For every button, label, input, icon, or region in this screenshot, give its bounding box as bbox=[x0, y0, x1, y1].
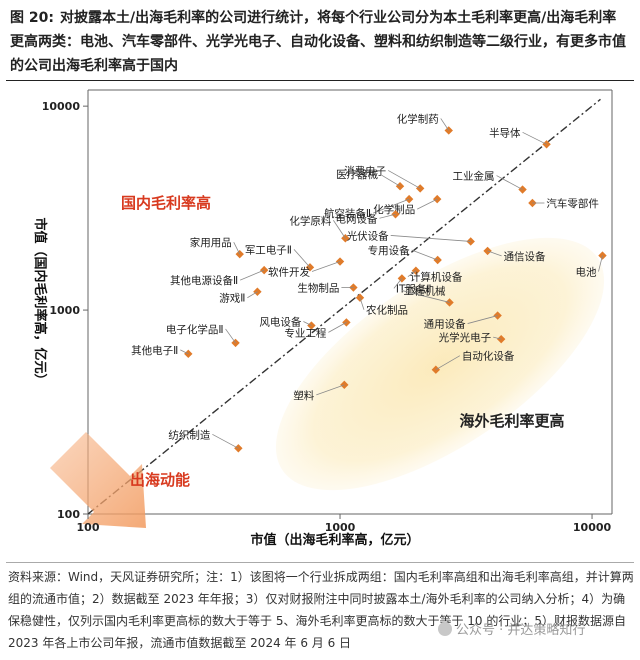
diagonal-reference-line bbox=[87, 98, 601, 515]
point-label: 电池 bbox=[575, 266, 596, 279]
point-leader-line bbox=[225, 328, 236, 344]
point-leader-line bbox=[401, 290, 450, 303]
source-notes: 资料来源：Wind，天风证券研究所；注：1）该图将一个行业拆成两组：国内毛利率高… bbox=[8, 570, 634, 650]
point-label: 风电设备 bbox=[259, 316, 301, 329]
point-label: IT服务Ⅱ bbox=[396, 282, 432, 295]
point-label: 游戏Ⅱ bbox=[219, 292, 245, 305]
data-point bbox=[445, 298, 454, 307]
point-label: 通信设备 bbox=[504, 250, 546, 263]
point-label: 农化制品 bbox=[366, 304, 408, 317]
point-leader-line bbox=[372, 198, 410, 214]
point-label: 消费电子 bbox=[344, 164, 386, 177]
point-label: 军工电子Ⅱ bbox=[245, 243, 292, 256]
point-label: 生物制品 bbox=[297, 282, 339, 295]
point-label: 纺织制造 bbox=[168, 428, 210, 441]
point-label: 软件开发 bbox=[268, 266, 310, 279]
x-tick-label: 100 bbox=[77, 521, 100, 534]
overseas-region bbox=[275, 237, 605, 491]
point-label: 电网设备 bbox=[335, 212, 377, 225]
watermark: 公众号 · 并达策略知行 bbox=[438, 619, 585, 638]
overseas-higher-label: 海外毛利率更高 bbox=[459, 412, 564, 430]
point-label: 电子化学品Ⅱ bbox=[166, 323, 224, 336]
x-axis-title: 市值（出海毛利率高，亿元） bbox=[250, 532, 419, 548]
point-label: 航空装备Ⅱ bbox=[324, 207, 371, 220]
point-leader-line bbox=[311, 261, 341, 272]
point-label: 通用设备 bbox=[424, 318, 466, 331]
point-leader-line bbox=[180, 349, 189, 355]
point-label: 化学原料 bbox=[289, 214, 331, 227]
domestic-higher-label: 国内毛利率高 bbox=[121, 194, 211, 212]
point-leader-line bbox=[496, 175, 523, 190]
point-leader-line bbox=[359, 297, 365, 310]
point-leader-line bbox=[240, 269, 265, 281]
figure-title: 图 20: 对披露本土/出海毛利率的公司进行统计，将每个行业公司分为本土毛利率更高… bbox=[10, 6, 630, 78]
x-tick-label: 10000 bbox=[573, 521, 612, 534]
point-label: 专用设备 bbox=[368, 244, 410, 257]
point-label: 其他电源设备Ⅱ bbox=[170, 274, 238, 287]
point-leader-line bbox=[212, 433, 239, 449]
point-leader-line bbox=[493, 336, 502, 340]
point-label: 其他电子Ⅱ bbox=[131, 344, 178, 357]
data-point bbox=[431, 365, 441, 374]
notes-rule bbox=[6, 562, 634, 563]
x-tick-label: 1000 bbox=[325, 521, 356, 534]
data-point bbox=[231, 338, 240, 348]
point-leader-line bbox=[379, 213, 396, 219]
y-tick-label: 1000 bbox=[49, 304, 80, 317]
data-point bbox=[391, 210, 400, 219]
data-point bbox=[415, 184, 425, 193]
data-point bbox=[518, 185, 527, 194]
point-label: 家用用品 bbox=[190, 236, 232, 249]
y-tick-label: 100 bbox=[57, 508, 80, 521]
point-leader-line bbox=[303, 321, 312, 326]
point-leader-line bbox=[440, 118, 450, 131]
point-label: 光学光电子 bbox=[439, 331, 492, 344]
point-label: 工程机械 bbox=[404, 284, 446, 297]
point-leader-line bbox=[393, 278, 403, 289]
point-label: 计算机设备 bbox=[410, 271, 463, 284]
watermark-text: 公众号 · 并达策略知行 bbox=[456, 623, 586, 638]
point-label: 化学制品 bbox=[373, 203, 415, 216]
point-label: 光伏设备 bbox=[347, 229, 389, 242]
point-label: 医疗器械 bbox=[336, 168, 378, 181]
point-leader-line bbox=[407, 270, 417, 278]
point-leader-line bbox=[411, 249, 438, 261]
point-leader-line bbox=[435, 355, 461, 371]
figure-number: 图 20: bbox=[10, 10, 54, 26]
point-leader-line bbox=[316, 384, 345, 396]
y-tick-label: 10000 bbox=[42, 100, 81, 113]
point-leader-line bbox=[598, 255, 603, 272]
data-point bbox=[335, 257, 345, 266]
point-label: 塑料 bbox=[293, 389, 314, 402]
point-leader-line bbox=[522, 131, 547, 145]
outbound-momentum-arrow bbox=[50, 432, 146, 528]
point-leader-line bbox=[387, 170, 421, 189]
point-leader-line bbox=[293, 249, 311, 268]
point-leader-line bbox=[233, 241, 241, 255]
data-point bbox=[483, 246, 492, 256]
point-leader-line bbox=[333, 220, 346, 239]
point-label: 专业工程 bbox=[284, 326, 326, 339]
title-rule bbox=[6, 80, 634, 81]
point-label: 工业金属 bbox=[453, 170, 495, 183]
wechat-icon bbox=[438, 622, 452, 636]
y-axis-title: 市值（国内毛利率高，亿元） bbox=[32, 217, 48, 386]
chart-svg: 100 1000 10000 100 1000 10000 化学制药半导体消费电子医疗器械… bbox=[32, 89, 613, 548]
point-leader-line bbox=[379, 173, 401, 187]
scatter-chart: 100 1000 10000 100 1000 10000 化学制药半导体消费电子 医疗器械… bbox=[0, 82, 640, 560]
point-leader-line bbox=[417, 198, 438, 210]
figure-title-text: 对披露本土/出海毛利率的公司进行统计，将每个行业公司分为本土毛利率更高/出海毛利… bbox=[10, 10, 626, 74]
data-point bbox=[433, 194, 442, 204]
data-point bbox=[395, 181, 405, 191]
point-label: 化学制药 bbox=[397, 112, 439, 125]
point-label: 汽车零部件 bbox=[546, 197, 599, 210]
point-label: 自动化设备 bbox=[462, 350, 515, 363]
point-leader-line bbox=[487, 250, 502, 257]
point-leader-line bbox=[467, 315, 498, 324]
point-leader-line bbox=[247, 291, 258, 299]
point-leader-line bbox=[328, 322, 347, 333]
point-leader-line bbox=[390, 235, 471, 242]
outbound-momentum-label: 出海动能 bbox=[130, 471, 190, 489]
point-label: 半导体 bbox=[489, 126, 521, 139]
